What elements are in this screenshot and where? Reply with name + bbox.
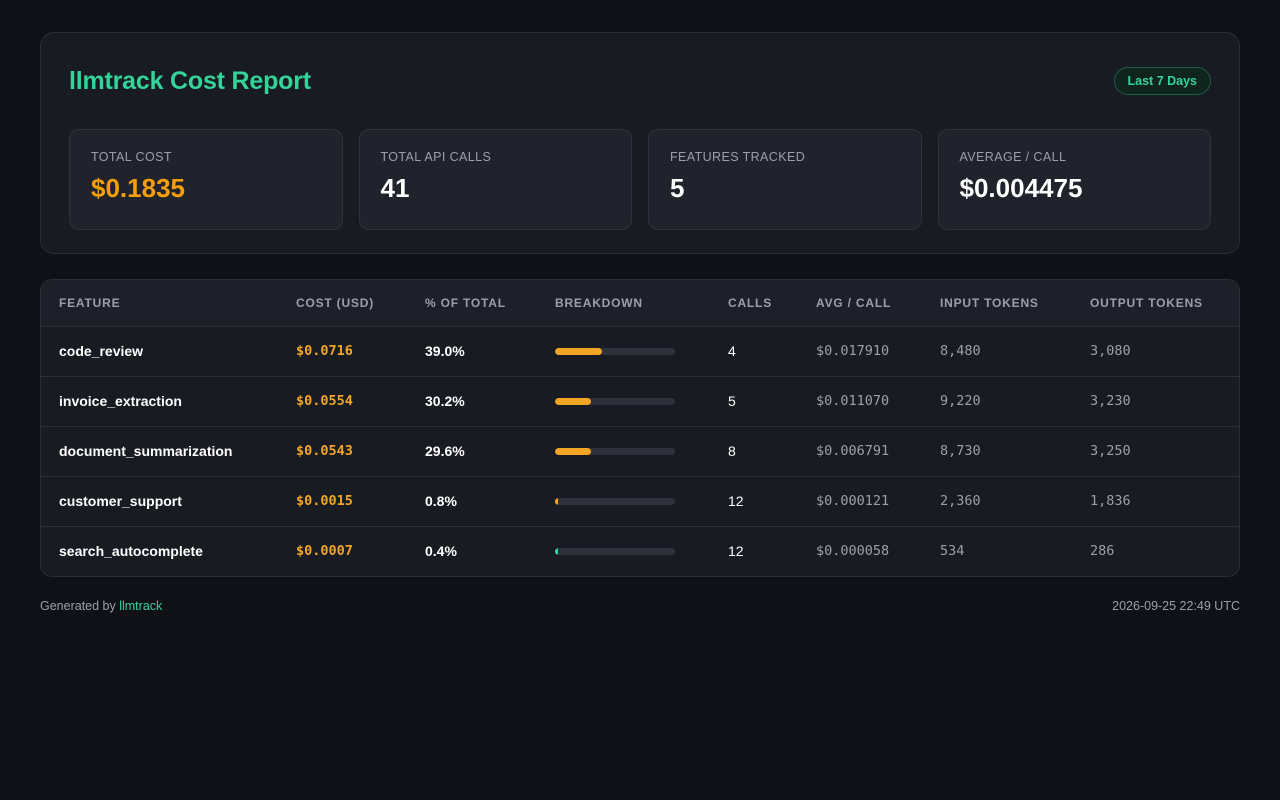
- breakdown-bar: [537, 326, 710, 376]
- breakdown-bar-fill: [555, 447, 591, 455]
- stat-average-per-call: Average / Call $0.004475: [937, 129, 1211, 230]
- feature-name: document_summarization: [59, 443, 233, 459]
- report-title: llmtrack Cost Report: [69, 66, 311, 95]
- column-header-cost[interactable]: Cost (USD): [296, 295, 374, 310]
- cost-value: $0.0543: [296, 443, 353, 459]
- feature-name: code_review: [59, 343, 144, 359]
- feature-name: search_autocomplete: [59, 543, 203, 560]
- breakdown-bar: [537, 476, 710, 526]
- call-count: 8: [728, 443, 736, 459]
- avg-per-call: $0.006791: [816, 443, 890, 459]
- input-tokens: 8,730: [940, 443, 981, 459]
- generated-timestamp: 2026-09-25 22:49 UTC: [1112, 599, 1240, 613]
- stats-row: Total Cost $0.1835 Total API Calls 41 Fe…: [69, 129, 1211, 230]
- breakdown-bar: [537, 426, 710, 476]
- stat-value: 41: [380, 173, 410, 203]
- summary-card: llmtrack Cost Report Last 7 Days Total C…: [40, 32, 1240, 254]
- breakdown-bar-fill: [555, 497, 558, 505]
- cost-value: $0.0716: [296, 343, 353, 359]
- breakdown-bar-track: [555, 547, 675, 555]
- cost-value: $0.0554: [296, 393, 353, 409]
- input-tokens: 2,360: [940, 493, 981, 509]
- avg-per-call: $0.000121: [816, 493, 890, 509]
- table-row[interactable]: search_autocomplete $0.0007 0.4% 12 $0.00005…: [41, 526, 1239, 576]
- stat-total-cost: Total Cost $0.1835: [69, 129, 343, 230]
- column-header-breakdown: Breakdown: [555, 295, 643, 310]
- table-row[interactable]: document_summarization $0.0543 29.6% 8 $0.00…: [41, 426, 1239, 476]
- stat-value: $0.1835: [91, 173, 185, 203]
- stat-value: $0.004475: [959, 173, 1083, 203]
- breakdown-bar-fill: [555, 397, 592, 405]
- column-header-feature[interactable]: Feature: [59, 295, 121, 310]
- output-tokens: 3,250: [1090, 443, 1131, 459]
- generated-by: Generated by llmtrack: [40, 599, 162, 613]
- title-row: llmtrack Cost Report Last 7 Days: [69, 33, 1211, 129]
- output-tokens: 1,836: [1090, 493, 1131, 509]
- input-tokens: 534: [940, 543, 965, 560]
- report-container: llmtrack Cost Report Last 7 Days Total C…: [40, 32, 1240, 613]
- output-tokens: 3,230: [1090, 393, 1131, 409]
- stat-label: Total API Calls: [380, 150, 492, 164]
- column-header-percent[interactable]: % of Total: [425, 295, 506, 310]
- stat-label: Total Cost: [91, 150, 172, 164]
- column-header-calls[interactable]: Calls: [728, 295, 772, 310]
- percent-of-total: 39.0%: [425, 343, 465, 359]
- cost-value: $0.0015: [296, 493, 353, 509]
- cost-table-card: Feature Cost (USD) % of Total Breakdown …: [40, 279, 1240, 577]
- column-header-avg-call[interactable]: Avg / Call: [816, 295, 892, 310]
- breakdown-bar-track: [555, 447, 675, 455]
- feature-name: customer_support: [59, 493, 182, 509]
- breakdown-bar: [537, 526, 710, 576]
- table-body: code_review $0.0716 39.0% 4 $0.017910 8,480 3,…: [41, 326, 1239, 576]
- breakdown-bar-track: [555, 397, 675, 405]
- generated-prefix: Generated by: [40, 599, 120, 613]
- call-count: 12: [728, 543, 744, 560]
- table-row[interactable]: code_review $0.0716 39.0% 4 $0.017910 8,480 3,…: [41, 326, 1239, 376]
- call-count: 12: [728, 493, 744, 509]
- brand-link[interactable]: llmtrack: [119, 599, 163, 613]
- date-range-badge[interactable]: Last 7 Days: [1113, 67, 1211, 95]
- breakdown-bar-track: [555, 347, 675, 355]
- call-count: 4: [728, 343, 736, 359]
- avg-per-call: $0.017910: [816, 343, 890, 359]
- percent-of-total: 29.6%: [425, 443, 465, 459]
- table-row[interactable]: invoice_extraction $0.0554 30.2% 5 $0.011070…: [41, 376, 1239, 426]
- column-header-output-tokens[interactable]: Output Tokens: [1090, 295, 1203, 310]
- stat-label: Average / Call: [959, 150, 1067, 164]
- feature-name: invoice_extraction: [59, 393, 182, 409]
- stat-label: Features Tracked: [670, 150, 806, 164]
- output-tokens: 286: [1090, 543, 1115, 560]
- stat-features-tracked: Features Tracked 5: [648, 129, 922, 230]
- input-tokens: 8,480: [940, 343, 981, 359]
- table-row[interactable]: customer_support $0.0015 0.8% 12 $0.000121 2,…: [41, 476, 1239, 526]
- breakdown-bar-track: [555, 497, 675, 505]
- percent-of-total: 0.8%: [425, 493, 457, 509]
- breakdown-bar-fill: [555, 347, 602, 355]
- output-tokens: 3,080: [1090, 343, 1131, 359]
- percent-of-total: 0.4%: [425, 543, 457, 560]
- stat-total-api-calls: Total API Calls 41: [358, 129, 632, 230]
- avg-per-call: $0.011070: [816, 393, 890, 409]
- stat-value: 5: [670, 173, 685, 203]
- input-tokens: 9,220: [940, 393, 981, 409]
- column-header-input-tokens[interactable]: Input Tokens: [940, 295, 1039, 310]
- call-count: 5: [728, 393, 736, 409]
- report-footer: Generated by llmtrack 2026-09-25 22:49 U…: [40, 599, 1240, 613]
- avg-per-call: $0.000058: [816, 543, 890, 560]
- breakdown-bar-fill: [555, 547, 558, 555]
- table-header-row: Feature Cost (USD) % of Total Breakdown …: [41, 280, 1239, 326]
- breakdown-bar: [537, 376, 710, 426]
- cost-table: Feature Cost (USD) % of Total Breakdown …: [41, 280, 1239, 576]
- percent-of-total: 30.2%: [425, 393, 465, 409]
- cost-value: $0.0007: [296, 543, 353, 560]
